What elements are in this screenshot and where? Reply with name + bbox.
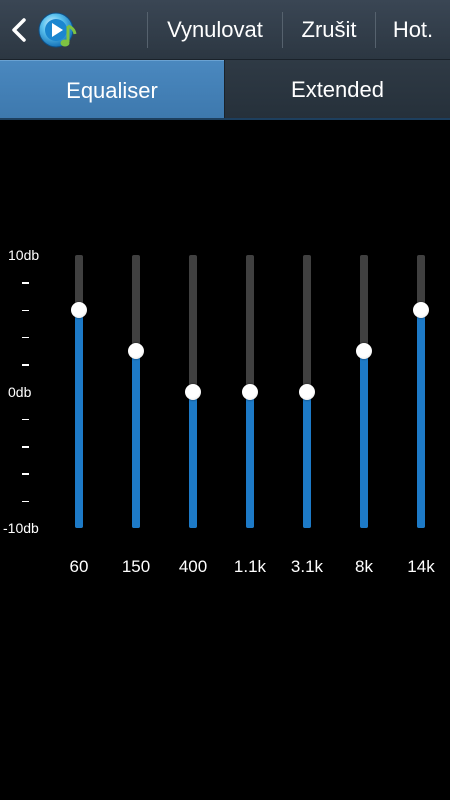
scale-tick	[22, 364, 29, 366]
eq-slider-1.1k[interactable]	[230, 120, 270, 590]
frequency-label: 1.1k	[233, 557, 267, 576]
cancel-button[interactable]: Zrušit	[301, 17, 357, 42]
action-bar: Vynulovat Zrušit Hot.	[0, 0, 450, 60]
slider-fill	[246, 391, 254, 528]
tab-underline	[0, 118, 450, 120]
done-button[interactable]: Hot.	[392, 17, 434, 42]
scale-tick	[22, 418, 29, 421]
action-divider	[375, 12, 376, 48]
eq-slider-3.1k[interactable]	[287, 120, 327, 590]
scale-label-max: 10db	[8, 247, 40, 263]
frequency-label: 3.1k	[290, 557, 324, 576]
scale-label-mid: 0db	[8, 383, 32, 400]
slider-thumb[interactable]	[299, 383, 315, 400]
scale-tick	[22, 500, 29, 503]
eq-slider-14k[interactable]	[401, 120, 441, 590]
frequency-label: 8k	[355, 557, 373, 576]
frequency-label: 14k	[407, 557, 435, 576]
music-player-icon	[38, 12, 77, 48]
eq-slider-150[interactable]	[116, 120, 156, 590]
frequency-label: 150	[121, 557, 151, 576]
reset-button[interactable]: Vynulovat	[167, 17, 263, 42]
eq-slider-400[interactable]	[173, 120, 213, 590]
eq-slider-8k[interactable]	[344, 120, 384, 590]
slider-thumb[interactable]	[242, 383, 258, 400]
action-divider	[147, 12, 148, 48]
action-divider	[282, 12, 283, 48]
slider-fill	[75, 309, 83, 528]
tab-equaliser[interactable]: Equaliser	[0, 60, 224, 120]
eq-slider-60[interactable]	[59, 120, 99, 590]
tab-extended[interactable]: Extended	[224, 60, 450, 120]
scale-tick	[22, 336, 29, 339]
chevron-left-icon	[12, 18, 26, 42]
slider-thumb[interactable]	[128, 342, 144, 359]
scale-tick	[22, 309, 29, 312]
slider-fill	[132, 350, 140, 528]
slider-thumb[interactable]	[356, 342, 372, 359]
slider-thumb[interactable]	[413, 301, 429, 318]
slider-thumb[interactable]	[71, 301, 87, 318]
frequency-label: 60	[69, 557, 89, 576]
slider-fill	[303, 391, 311, 528]
scale-label-min: -10db	[3, 520, 39, 536]
scale-tick	[22, 282, 29, 284]
frequency-label: 400	[178, 557, 208, 576]
scale-tick	[22, 446, 29, 448]
back-button[interactable]	[0, 0, 84, 60]
equaliser-panel: 10db 0db -10db 60 150 400 1.1k 3.1k 8k 14k	[0, 120, 450, 800]
slider-thumb[interactable]	[185, 383, 201, 400]
slider-fill	[417, 309, 425, 528]
slider-fill	[189, 391, 197, 528]
tab-bar: Equaliser Extended	[0, 60, 450, 120]
slider-fill	[360, 350, 368, 528]
scale-tick	[22, 473, 29, 475]
